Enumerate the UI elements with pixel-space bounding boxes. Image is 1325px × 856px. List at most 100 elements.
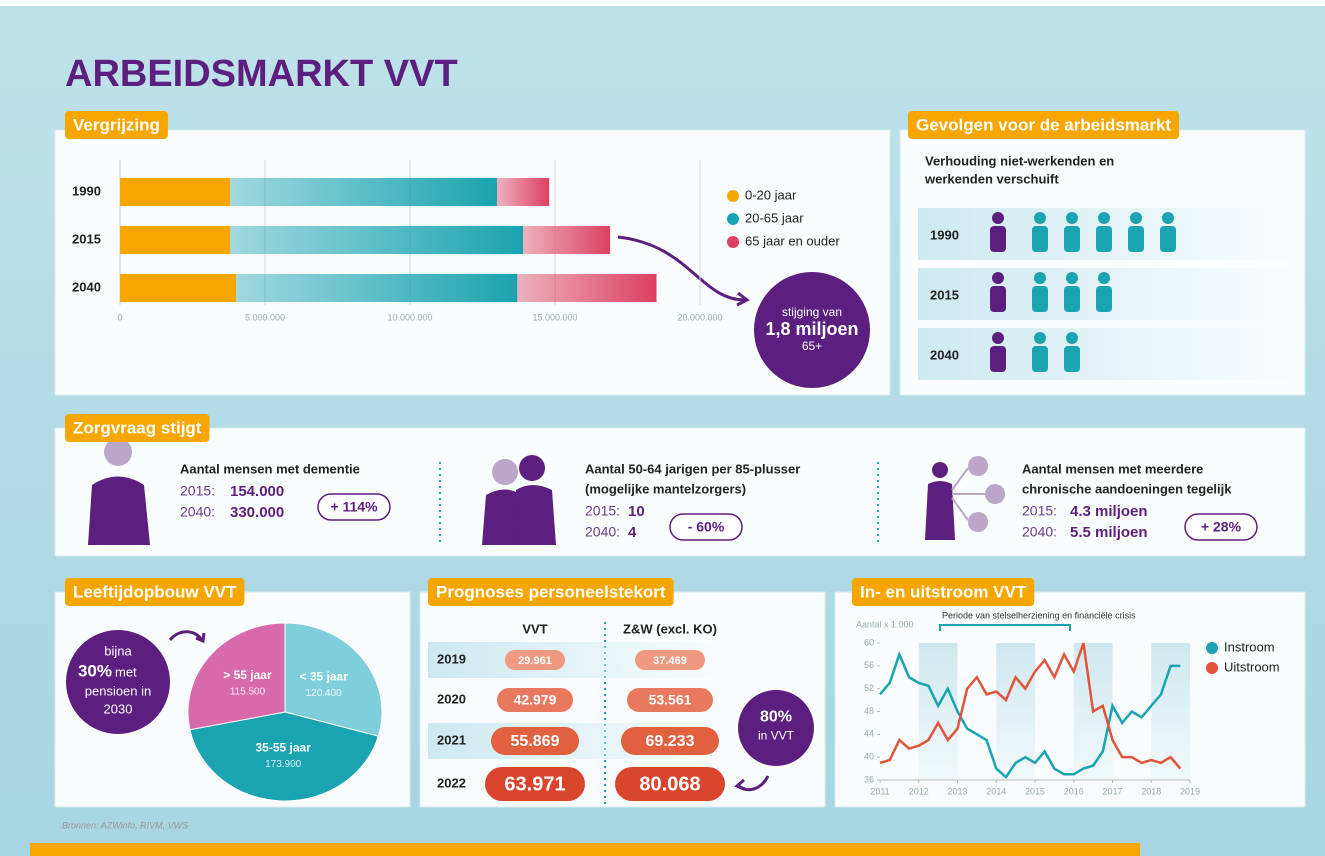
legend-label: Uitstroom: [1224, 659, 1280, 674]
legend-label: 65 jaar en ouder: [745, 233, 840, 248]
column-header: VVT: [522, 621, 547, 636]
item-label: Aantal mensen met dementie: [180, 461, 360, 476]
table-value: 42.979: [514, 692, 557, 708]
item-value: 330.000: [230, 504, 284, 521]
annotation: Periode van stelselherziening en financi…: [942, 610, 1136, 620]
bar-segment: [236, 274, 518, 302]
icon-body: [1096, 286, 1112, 312]
icon-head: [492, 459, 518, 485]
item-label: (mogelijke mantelzorgers): [585, 481, 746, 496]
legend-label: Instroom: [1224, 639, 1275, 654]
annotation-text: 80%: [760, 709, 792, 726]
icon-head: [1098, 212, 1110, 224]
item-value: 10: [628, 503, 645, 520]
icon-head: [1130, 212, 1142, 224]
item-year: 2015:: [1022, 503, 1057, 519]
x-tick-label: 5.000.000: [245, 312, 285, 322]
x-tick-label: 2018: [1141, 786, 1161, 796]
change-pill: [317, 493, 391, 521]
row-year: 2040: [930, 347, 959, 362]
y-tick-label: 60: [864, 637, 874, 647]
bracket: [939, 624, 1071, 631]
y-tick-label: 2040: [72, 279, 101, 294]
y-tick-label: 56: [864, 660, 874, 670]
legend-label: 0-20 jaar: [745, 187, 797, 202]
line-series: [879, 642, 1182, 770]
legend-swatch: [727, 213, 739, 225]
row-year: 2020: [437, 691, 466, 706]
change-value: + 114%: [330, 499, 378, 515]
value-pill: [505, 650, 565, 670]
icon-head: [1034, 272, 1046, 284]
bar-segment: [120, 274, 236, 302]
icon-head: [519, 455, 545, 481]
y-tick-label: 1990: [72, 183, 101, 198]
item-label: Aantal 50-64 jarigen per 85-plusser: [585, 461, 800, 476]
table-value: 63.971: [504, 773, 565, 795]
slice-value: 120.400: [306, 688, 343, 699]
annotation-text: stijging van: [782, 305, 842, 319]
icon-body: [1064, 346, 1080, 372]
annotation-text: 2030: [104, 701, 133, 716]
y-axis-label: Aantal x 1.000: [856, 619, 914, 629]
x-tick-label: 2013: [947, 786, 967, 796]
bar-segment: [120, 226, 231, 254]
subtitle: werkenden verschuift: [924, 171, 1059, 186]
annotation-text: 65+: [802, 339, 822, 353]
y-tick-label: 44: [864, 729, 874, 739]
bar-segment: [230, 178, 497, 206]
arrow-head: [736, 291, 750, 307]
icon-body: [1032, 226, 1048, 252]
slice-value: 115.500: [230, 686, 266, 697]
icon-head: [1066, 212, 1078, 224]
arrow: [168, 630, 204, 642]
change-value: - 60%: [688, 519, 725, 535]
legend-label: 20-65 jaar: [745, 210, 804, 225]
icon-body: [88, 476, 150, 545]
item-year: 2040:: [180, 504, 215, 520]
icon-body: [925, 481, 955, 540]
item-value: 154.000: [230, 483, 284, 500]
period-bracket: [939, 624, 1071, 631]
bar-segment: [230, 226, 524, 254]
x-tick-label: 2015: [1025, 786, 1045, 796]
icon-head: [992, 272, 1004, 284]
item-value: 5.5 miljoen: [1070, 524, 1148, 541]
footer-bar: [30, 843, 1140, 856]
pie-slice: [187, 622, 286, 731]
x-tick-label: 2014: [986, 786, 1006, 796]
icon-head: [104, 438, 132, 466]
page-title: ARBEIDSMARKT VVT: [65, 53, 458, 95]
icon-head: [932, 462, 948, 478]
section-tab: [428, 578, 674, 606]
worker-icons: [1032, 332, 1080, 372]
item-year: 2015:: [585, 503, 620, 519]
table-value: 69.233: [646, 733, 695, 750]
item-value: 4.3 miljoen: [1070, 503, 1148, 520]
icon-body: [990, 226, 1006, 252]
table-value: 53.561: [649, 692, 692, 708]
row-year: 2022: [437, 775, 466, 790]
x-tick-label: 10.000.000: [387, 312, 432, 322]
icon-head: [992, 332, 1004, 344]
value-pill: [621, 727, 719, 755]
x-tick-label: 2011: [870, 786, 889, 796]
icon-body: [482, 489, 525, 545]
annotation-text: 1,8 miljoen: [765, 319, 858, 339]
value-pill: [497, 688, 573, 712]
x-tick-label: 2016: [1064, 786, 1084, 796]
row-year: 1990: [930, 227, 959, 242]
annotation-text: met: [115, 664, 137, 679]
section-heading: In- en uitstroom VVT: [860, 582, 1027, 601]
icon-head: [1162, 212, 1174, 224]
line-series: [879, 650, 1181, 780]
column-header: Z&W (excl. KO): [623, 621, 717, 636]
icon-links: [951, 467, 985, 521]
bar-segment: [497, 178, 550, 206]
worker-icons: [1032, 272, 1112, 312]
x-tick-label: 0: [117, 312, 122, 322]
item-year: 2015:: [180, 483, 215, 499]
section-tab: [65, 414, 210, 442]
section-tab: [65, 578, 245, 606]
